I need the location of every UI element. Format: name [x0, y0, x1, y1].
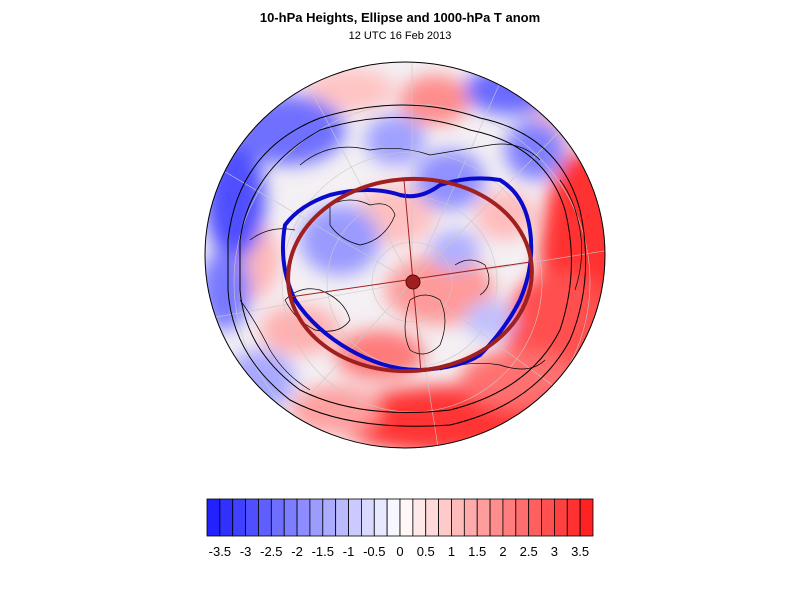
colorbar-box [270, 498, 285, 537]
colorbar-box [502, 498, 517, 537]
colorbar-tick-label: -1 [343, 544, 355, 559]
colorbar-tick-label: 0.5 [417, 544, 435, 559]
colorbar-box [245, 498, 259, 537]
chart-title: 10-hPa Heights, Ellipse and 1000-hPa T a… [259, 10, 541, 25]
colorbar-tick-label: -2 [291, 544, 303, 559]
colorbar-box [425, 498, 440, 537]
colorbar-box [232, 498, 246, 537]
colorbar-tick-label: 1.5 [468, 544, 486, 559]
colorbar-tick-label: -2.5 [260, 544, 282, 559]
ellipse-center [405, 274, 421, 290]
colorbar-box [386, 498, 401, 537]
colorbar-box [373, 498, 388, 537]
colorbar-box [438, 498, 452, 537]
colorbar-box [283, 498, 298, 537]
colorbar-box [258, 498, 272, 537]
colorbar-tick-label: 1 [448, 544, 455, 559]
colorbar-box [476, 498, 491, 537]
temperature-anomaly-field [205, 62, 605, 448]
colorbar-box [566, 498, 581, 537]
coastlines [239, 143, 582, 391]
colorbar-tick-label: 2 [499, 544, 506, 559]
colorbar-box [219, 498, 234, 537]
colorbar-box [399, 498, 414, 537]
colorbar-tick-label: 2.5 [520, 544, 538, 559]
colorbar-box [489, 498, 504, 537]
colorbar-tick-label: 0 [396, 544, 403, 559]
colorbar-tick-label: -0.5 [363, 544, 385, 559]
colorbar-box [296, 498, 311, 537]
colorbar-tick-label: 3.5 [571, 544, 589, 559]
vortex-fit-ellipse [286, 176, 534, 374]
colorbar-box [515, 498, 530, 537]
colorbar-tick-label: -1.5 [312, 544, 334, 559]
polar-map [204, 61, 606, 449]
colorbar-tick-label: -3.5 [209, 544, 231, 559]
height-contours [227, 104, 587, 427]
colorbar-box [360, 498, 375, 537]
chart-subtitle: 12 UTC 16 Feb 2013 [348, 30, 452, 42]
colorbar-labels: -3.5 -3 -2.5 -2 -1.5 -1 -0.5 0 0.5 1 1.5 2 2.5 3 3.5 [209, 544, 590, 559]
colorbar-boxes [206, 498, 594, 537]
colorbar-box [348, 498, 362, 537]
colorbar-box [412, 498, 427, 537]
colorbar-box [335, 498, 349, 537]
colorbar-box [309, 498, 324, 537]
colorbar-box [463, 498, 478, 537]
colorbar-box [206, 498, 221, 537]
height-contour-blue [281, 176, 534, 373]
globe-outline [204, 61, 606, 449]
colorbar-box [322, 498, 337, 537]
colorbar-box [541, 498, 555, 537]
colorbar-box [554, 498, 568, 537]
colorbar-tick-label: 3 [551, 544, 558, 559]
colorbar-box [579, 498, 594, 537]
colorbar-box [451, 498, 465, 537]
colorbar-tick-label: -3 [240, 544, 252, 559]
colorbar-box [528, 498, 542, 537]
